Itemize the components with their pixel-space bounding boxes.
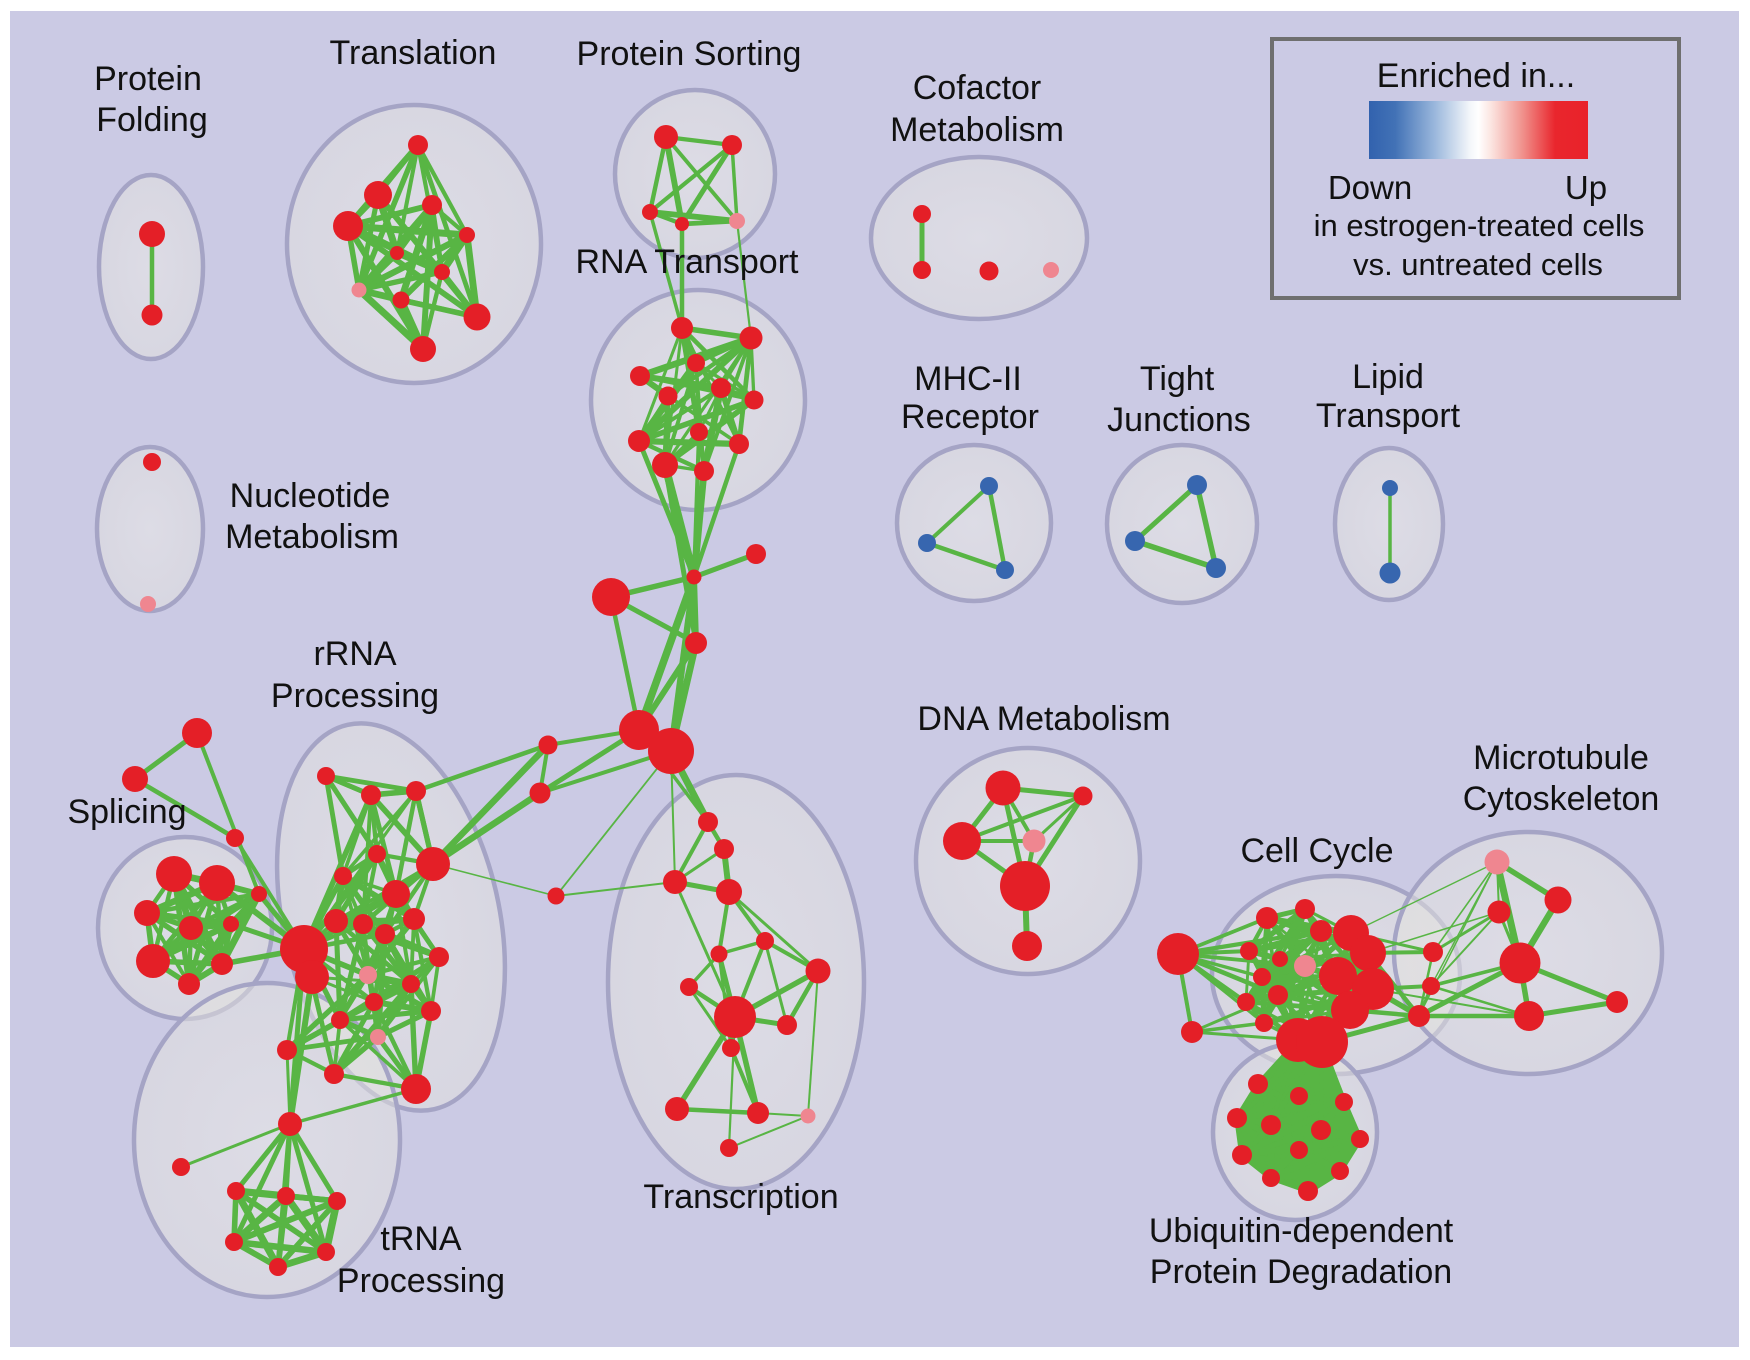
svg-text:Protein Degradation: Protein Degradation [1150, 1253, 1452, 1291]
svg-text:Translation: Translation [330, 34, 497, 72]
svg-text:Splicing: Splicing [67, 793, 186, 831]
svg-text:Transport: Transport [1316, 397, 1461, 435]
svg-text:Protein Sorting: Protein Sorting [577, 35, 802, 73]
svg-text:Nucleotide: Nucleotide [230, 477, 391, 515]
svg-text:rRNA: rRNA [313, 635, 396, 673]
svg-text:RNA Transport: RNA Transport [576, 243, 800, 281]
svg-text:Tight: Tight [1140, 360, 1215, 398]
svg-text:Enriched in...: Enriched in... [1377, 57, 1575, 95]
svg-text:in estrogen-treated cells: in estrogen-treated cells [1314, 208, 1645, 243]
svg-text:Up: Up [1565, 169, 1607, 206]
svg-text:Junctions: Junctions [1107, 401, 1251, 439]
svg-text:Microtubule: Microtubule [1473, 739, 1649, 777]
svg-text:Metabolism: Metabolism [890, 111, 1064, 149]
svg-text:Ubiquitin-dependent: Ubiquitin-dependent [1149, 1212, 1454, 1250]
svg-text:Receptor: Receptor [901, 398, 1039, 436]
svg-text:Lipid: Lipid [1352, 358, 1424, 396]
svg-text:Metabolism: Metabolism [225, 518, 399, 556]
svg-text:vs. untreated cells: vs. untreated cells [1353, 247, 1603, 282]
svg-text:Cytoskeleton: Cytoskeleton [1463, 780, 1660, 818]
svg-text:Folding: Folding [96, 101, 208, 139]
svg-text:tRNA: tRNA [380, 1220, 462, 1258]
svg-text:Processing: Processing [337, 1262, 505, 1300]
svg-text:MHC-II: MHC-II [914, 360, 1022, 398]
svg-text:Transcription: Transcription [643, 1178, 838, 1216]
svg-text:Down: Down [1328, 169, 1412, 206]
svg-text:Processing: Processing [271, 677, 439, 715]
svg-text:DNA Metabolism: DNA Metabolism [917, 700, 1170, 738]
svg-text:Cell Cycle: Cell Cycle [1240, 832, 1393, 870]
svg-text:Cofactor: Cofactor [913, 69, 1042, 107]
svg-text:Protein: Protein [94, 60, 202, 98]
